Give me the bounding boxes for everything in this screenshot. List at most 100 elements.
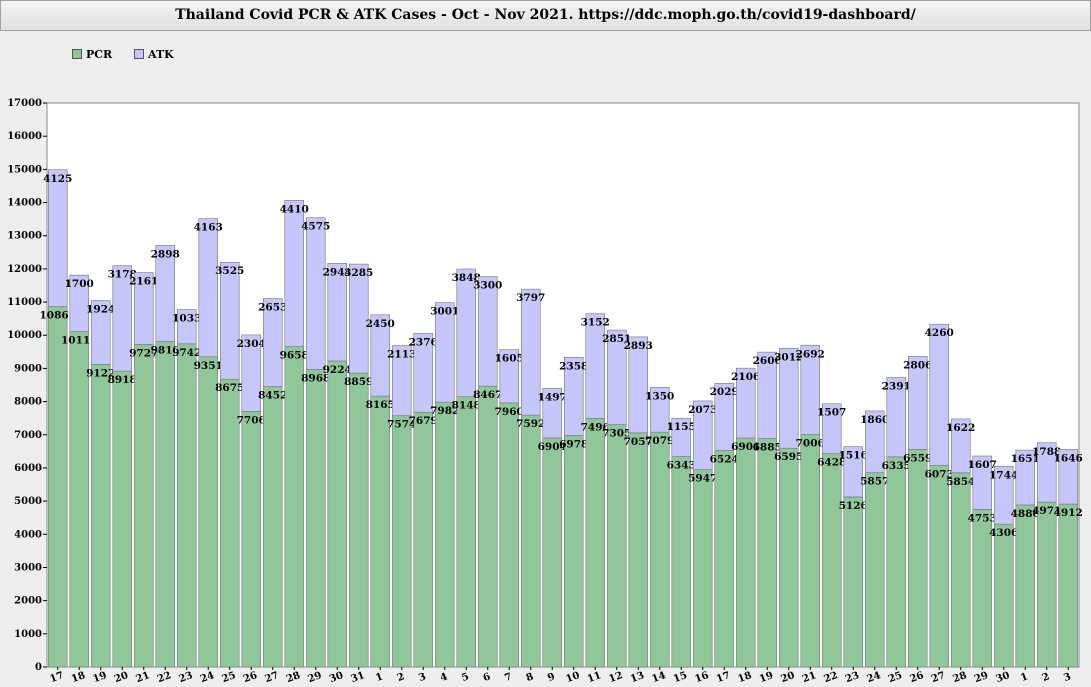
bar-atk <box>714 382 735 451</box>
data-label-atk: 2376 <box>409 336 438 348</box>
x-tick-label: 21 <box>134 670 151 685</box>
bar-atk <box>413 333 434 413</box>
bar-pcr <box>929 465 950 668</box>
y-tick-label: 16000 <box>7 131 42 142</box>
bar-pcr <box>714 450 735 668</box>
data-label-pcr: 4306 <box>989 527 1018 539</box>
y-tick-label: 11000 <box>7 297 42 308</box>
data-label-pcr: 9742 <box>172 347 201 359</box>
bar-pcr <box>477 385 498 668</box>
bar-atk <box>176 309 197 345</box>
data-label-pcr: 5854 <box>946 476 975 488</box>
bar-atk <box>456 268 477 397</box>
data-label-atk: 1788 <box>1032 446 1061 458</box>
bar-atk <box>391 345 412 417</box>
legend-swatch-pcr <box>72 49 82 59</box>
bar-atk <box>993 465 1014 525</box>
data-label-pcr: 9810 <box>151 345 180 357</box>
legend-item-pcr: PCR <box>72 48 112 61</box>
x-tick-label: 28 <box>285 670 302 685</box>
y-tick-label: 5000 <box>14 496 42 507</box>
x-tick-label: 20 <box>113 670 130 685</box>
bar-atk <box>821 403 842 455</box>
bar-pcr <box>821 453 842 668</box>
bar-pcr <box>327 360 348 668</box>
bar-atk <box>284 199 305 347</box>
data-label-pcr: 8675 <box>215 382 244 394</box>
bar-pcr <box>391 415 412 668</box>
data-label-pcr: 6343 <box>667 460 696 472</box>
chart-title: Thailand Covid PCR & ATK Cases - Oct - N… <box>0 0 1091 31</box>
data-label-pcr: 9122 <box>86 367 115 379</box>
bar-pcr <box>434 401 455 668</box>
bar-pcr <box>1058 503 1079 668</box>
data-label-pcr: 7057 <box>624 436 653 448</box>
bar-pcr <box>112 370 133 668</box>
y-tick-label: 6000 <box>14 463 42 474</box>
x-tick-label: 20 <box>779 670 796 685</box>
data-label-pcr: 8148 <box>452 400 481 412</box>
data-label-pcr: 6559 <box>903 452 932 464</box>
data-label-pcr: 8165 <box>366 399 395 411</box>
bar-pcr <box>284 346 305 668</box>
bar-atk <box>606 329 627 425</box>
data-label-atk: 2692 <box>796 348 825 360</box>
x-tick-label: 4 <box>439 671 449 684</box>
bar-pcr <box>563 435 584 668</box>
data-label-atk: 1651 <box>1011 453 1040 465</box>
bar-pcr <box>1036 501 1057 668</box>
legend-label-atk: ATK <box>148 48 174 61</box>
data-label-pcr: 7982 <box>430 405 459 417</box>
data-label-atk: 2851 <box>602 333 631 345</box>
bar-pcr <box>499 402 520 668</box>
bar-atk <box>671 417 692 457</box>
data-label-atk: 2161 <box>129 276 158 288</box>
data-label-pcr: 8859 <box>344 376 373 388</box>
data-label-atk: 2653 <box>258 302 287 314</box>
bar-pcr <box>628 432 649 668</box>
bar-atk <box>778 347 799 449</box>
data-label-atk: 4163 <box>194 222 223 234</box>
data-label-atk: 1607 <box>968 459 997 471</box>
data-label-atk: 2606 <box>753 355 782 367</box>
bar-atk <box>348 263 369 374</box>
data-label-atk: 1744 <box>989 469 1018 481</box>
x-tick-label: 3 <box>1062 671 1072 684</box>
data-label-pcr: 8452 <box>258 390 287 402</box>
x-tick-label: 26 <box>242 670 259 685</box>
bar-pcr <box>993 523 1014 668</box>
x-tick-label: 30 <box>994 670 1011 685</box>
x-tick-label: 29 <box>973 670 990 685</box>
bar-pcr <box>735 437 756 668</box>
data-label-atk: 1924 <box>86 304 115 316</box>
data-label-atk: 3001 <box>430 306 459 318</box>
bar-pcr <box>800 434 821 668</box>
bar-pcr <box>778 447 799 668</box>
data-label-atk: 4410 <box>280 203 309 215</box>
data-label-pcr: 6901 <box>731 441 760 453</box>
data-label-atk: 1860 <box>860 414 889 426</box>
data-label-pcr: 7960 <box>495 406 524 418</box>
bar-atk <box>735 367 756 439</box>
bar-atk <box>434 302 455 403</box>
y-tick-label: 0 <box>35 662 42 673</box>
bar-atk <box>499 349 520 404</box>
y-tick-label: 8000 <box>14 397 42 408</box>
data-label-pcr: 6428 <box>817 457 846 469</box>
bar-pcr <box>843 496 864 668</box>
bar-atk <box>477 276 498 387</box>
data-label-atk: 3300 <box>473 280 502 292</box>
bar-pcr <box>542 437 563 668</box>
x-tick-label: 26 <box>908 670 925 685</box>
data-label-atk: 3285 <box>344 267 373 279</box>
bar-atk <box>864 410 885 473</box>
bar-atk <box>800 344 821 435</box>
data-label-atk: 2893 <box>624 340 653 352</box>
bar-atk <box>69 274 90 332</box>
legend-item-atk: ATK <box>134 48 174 61</box>
data-label-pcr: 10863 <box>39 310 76 322</box>
data-label-pcr: 7592 <box>516 418 545 430</box>
data-label-atk: 1622 <box>946 422 975 434</box>
bar-atk <box>542 387 563 439</box>
bar-atk <box>907 356 928 450</box>
